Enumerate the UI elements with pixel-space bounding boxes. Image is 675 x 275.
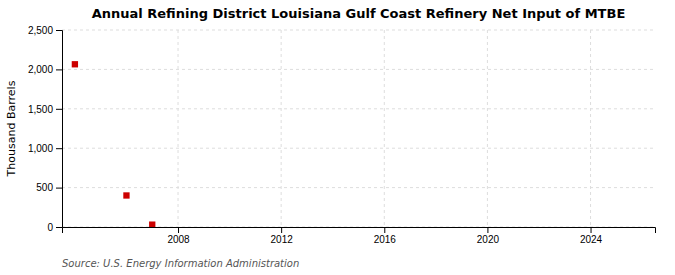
tick: 2012 xyxy=(271,227,294,245)
tick-label: 2012 xyxy=(271,234,294,245)
tick: 1,000 xyxy=(28,143,62,154)
grid-line xyxy=(487,30,488,227)
grid-line xyxy=(590,30,591,227)
grid-line xyxy=(62,187,655,188)
tick: 500 xyxy=(36,182,62,193)
axis-line xyxy=(63,228,656,234)
tick-mark xyxy=(56,30,62,31)
tick: 0 xyxy=(47,222,62,233)
tick-label: 2,500 xyxy=(28,25,53,36)
tick-mark xyxy=(384,227,385,233)
plot: 2008 2012 2016 2020 2024 0 500 1,000 1,500 2,000 2… xyxy=(28,25,656,245)
axis-line xyxy=(56,31,63,228)
grid-line xyxy=(178,30,179,227)
tick-label: 2024 xyxy=(580,234,603,245)
grid-line xyxy=(384,30,385,227)
tick: 2008 xyxy=(167,227,190,245)
tick-label: 500 xyxy=(36,182,53,193)
grid-line xyxy=(281,30,282,227)
grid-line xyxy=(62,69,655,70)
y-axis: 0 500 1,000 1,500 2,000 2,500 xyxy=(28,25,63,233)
tick-label: 2,000 xyxy=(28,64,53,75)
tick-mark xyxy=(281,227,282,233)
grid-line xyxy=(62,148,655,149)
tick-label: 2016 xyxy=(374,234,397,245)
tick-label: 2020 xyxy=(477,234,500,245)
tick-mark xyxy=(56,69,62,70)
point xyxy=(123,192,129,198)
tick-mark xyxy=(56,109,62,110)
tick: 2,000 xyxy=(28,64,62,75)
tick: 2024 xyxy=(580,227,603,245)
title: Annual Refining District Louisiana Gulf … xyxy=(92,6,626,21)
tick-mark xyxy=(178,227,179,233)
source: Source: U.S. Energy Information Administ… xyxy=(62,258,299,269)
tick-label: 2008 xyxy=(167,234,190,245)
tick-label: 0 xyxy=(47,222,53,233)
grid-line xyxy=(62,30,655,31)
tick-label: 1,000 xyxy=(28,143,53,154)
grid-line xyxy=(62,108,655,109)
grid xyxy=(62,30,655,227)
tick: 1,500 xyxy=(28,104,62,115)
tick-mark xyxy=(591,227,592,233)
chart: 2008 2012 2016 2020 2024 0 500 1,000 1,500 2,000 2… xyxy=(0,0,675,275)
point xyxy=(149,221,155,227)
tick: 2,500 xyxy=(28,25,62,36)
tick-mark xyxy=(487,227,488,233)
tick: 2016 xyxy=(374,227,397,245)
x-axis: 2008 2012 2016 2020 2024 xyxy=(63,227,656,245)
tick-mark xyxy=(56,148,62,149)
tick-mark xyxy=(56,188,62,189)
tick-mark xyxy=(56,227,62,228)
y-axis-title: Thousand Barrels xyxy=(5,80,18,177)
point xyxy=(72,61,78,67)
points xyxy=(72,61,156,227)
tick: 2020 xyxy=(477,227,500,245)
tick-label: 1,500 xyxy=(28,104,53,115)
